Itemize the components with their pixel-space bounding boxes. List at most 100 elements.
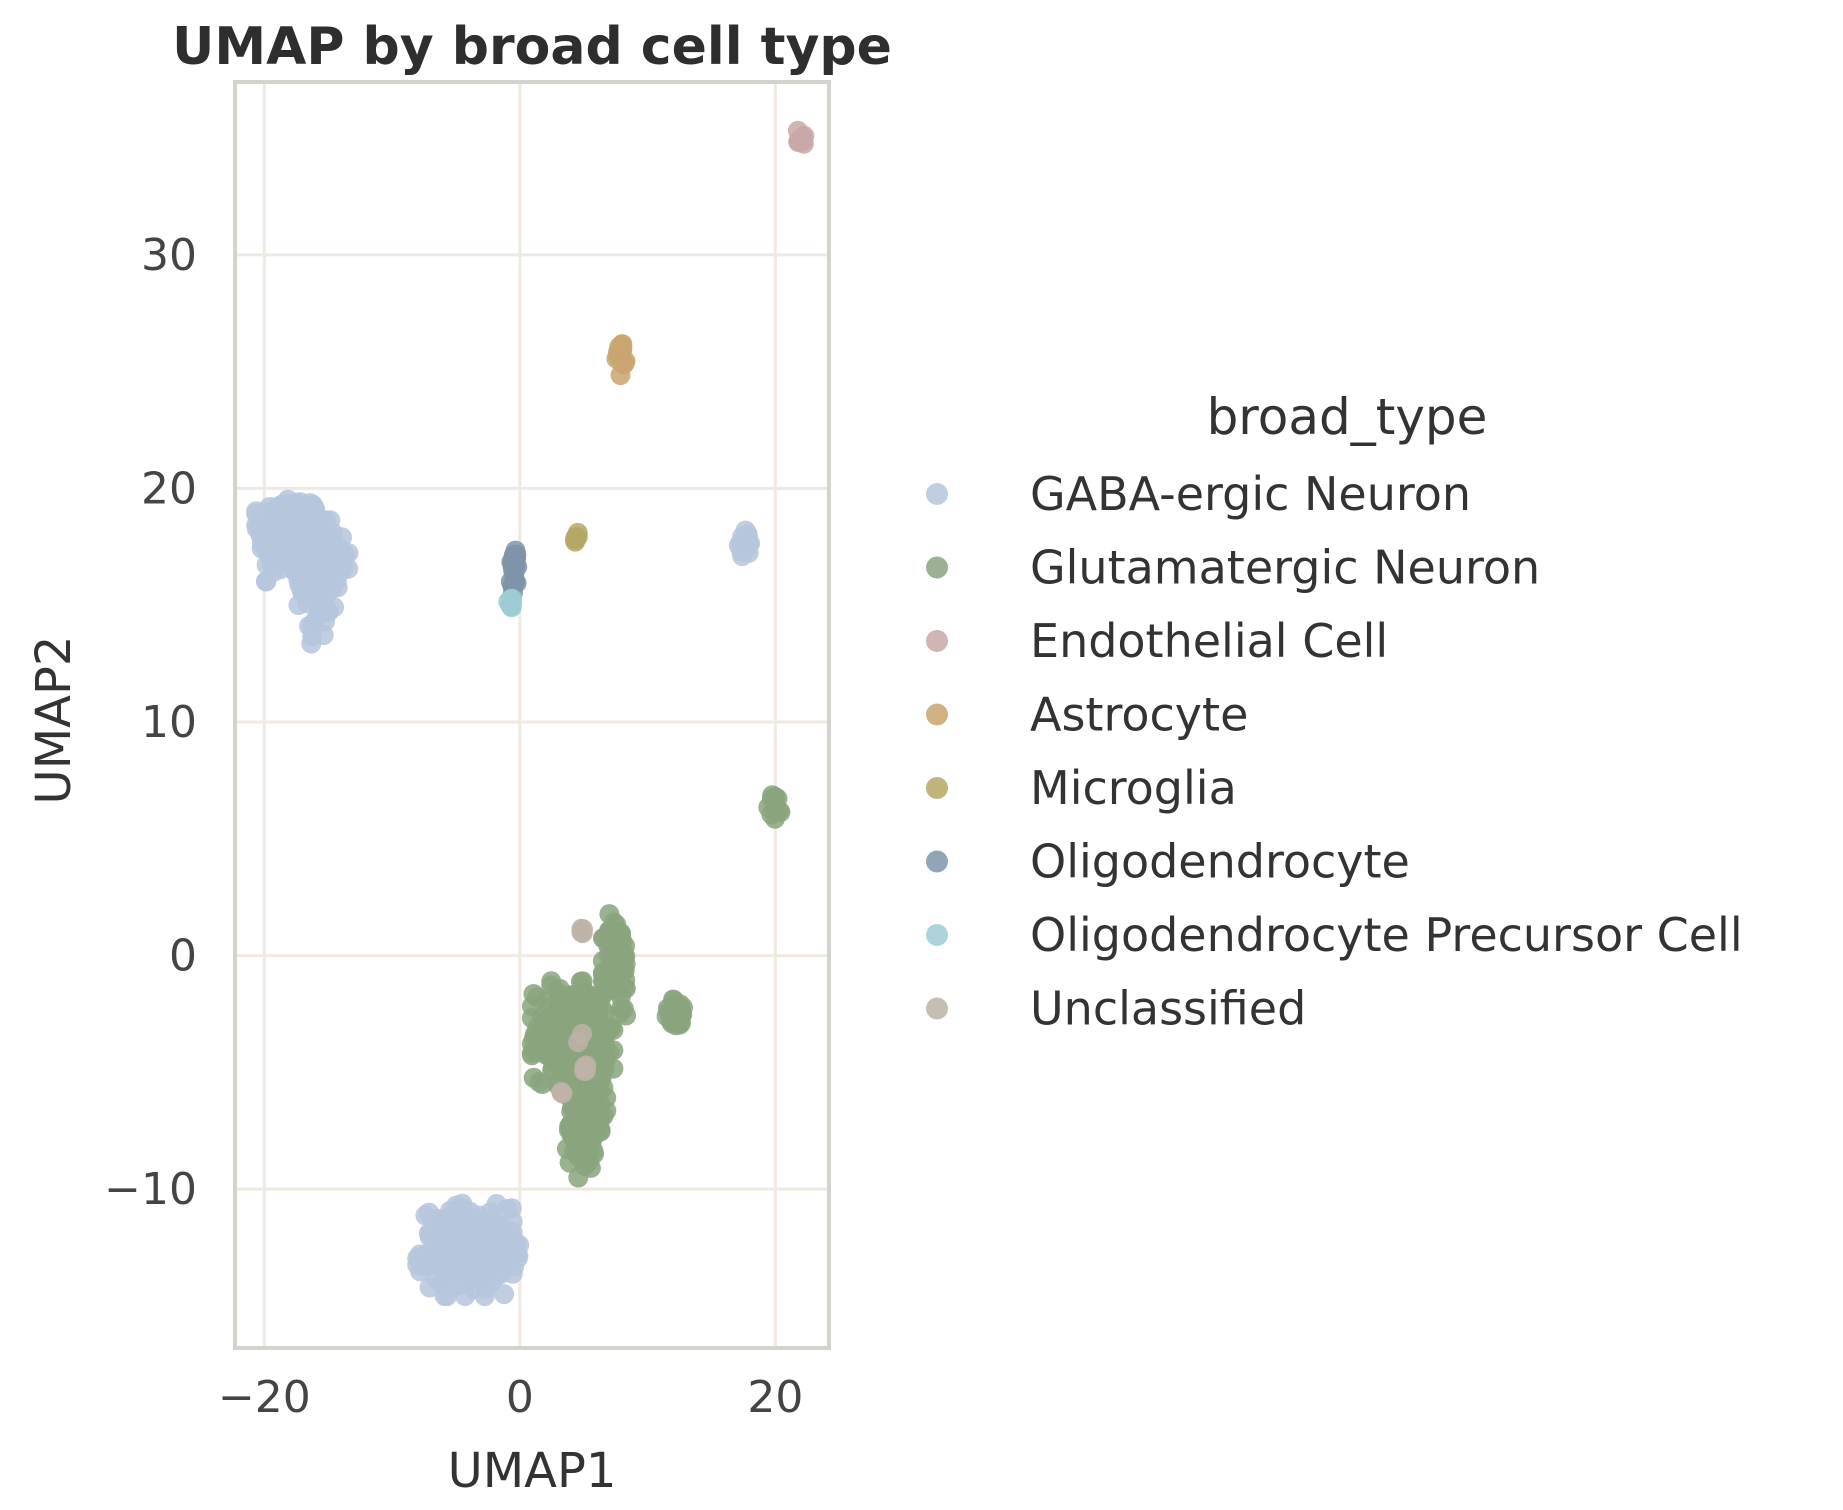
- x-tick-label: −20: [218, 1372, 311, 1423]
- legend-label: Microglia: [1030, 761, 1237, 815]
- scatter-point: [425, 1217, 446, 1238]
- scatter-point: [732, 526, 753, 547]
- y-axis-label: UMAP2: [26, 636, 82, 805]
- legend-label: Endothelial Cell: [1030, 614, 1388, 668]
- scatter-point: [434, 1274, 455, 1295]
- legend-label: GABA-ergic Neuron: [1030, 467, 1471, 521]
- grid-lines: [235, 82, 829, 1348]
- scatter-point: [599, 904, 620, 925]
- scatter-point: [586, 1035, 607, 1056]
- scatter-point: [550, 1033, 571, 1054]
- plot-background: [235, 82, 829, 1348]
- scatter-point: [315, 611, 336, 632]
- legend-label: Unclassified: [1030, 982, 1306, 1036]
- scatter-point: [486, 1194, 507, 1214]
- legend-marker: [926, 483, 948, 505]
- scatter-point: [609, 336, 630, 357]
- scatter-points: [246, 120, 815, 1307]
- legend-label: Oligodendrocyte: [1030, 835, 1410, 889]
- series-microglia: [565, 522, 588, 552]
- scatter-point: [787, 120, 808, 141]
- plot-frame: [233, 80, 831, 1350]
- scatter-point: [580, 1157, 601, 1178]
- scatter-point: [572, 1023, 593, 1044]
- scatter-point: [732, 546, 753, 567]
- scatter-point: [502, 592, 523, 613]
- scatter-point: [301, 633, 322, 654]
- scatter-point: [590, 1120, 611, 1140]
- series-oligodendrocyte-precursor-cell: [498, 588, 523, 618]
- x-tick-label: 20: [747, 1372, 803, 1423]
- legend-marker: [926, 556, 948, 579]
- series-unclassified: [551, 918, 597, 1104]
- scatter-point: [551, 1082, 572, 1103]
- legend-label: Oligodendrocyte Precursor Cell: [1030, 908, 1743, 962]
- scatter-point: [503, 546, 524, 567]
- legend-marker: [926, 924, 948, 946]
- y-tick-label: 10: [141, 697, 197, 748]
- legend: broad_type GABA-ergic Neuron Glutamatergi…: [926, 388, 1743, 1036]
- scatter-point: [565, 529, 585, 550]
- scatter-point: [486, 1236, 507, 1257]
- scatter-point: [282, 494, 303, 515]
- scatter-point: [542, 1049, 563, 1070]
- x-tick-label: 0: [506, 1372, 534, 1423]
- scatter-point: [559, 1152, 580, 1173]
- scatter-point: [470, 1219, 491, 1240]
- scatter-point: [280, 509, 300, 530]
- scatter-point: [541, 971, 562, 992]
- scatter-point: [296, 566, 316, 587]
- scatter-point: [577, 1088, 598, 1109]
- legend-marker: [926, 703, 948, 726]
- y-tick-label: 30: [141, 230, 197, 281]
- legend-marker: [926, 997, 948, 1020]
- x-axis-label: UMAP1: [448, 1443, 617, 1499]
- scatter-point: [463, 1279, 484, 1300]
- legend-marker: [926, 777, 948, 799]
- scatter-point: [586, 990, 607, 1010]
- scatter-point: [251, 538, 272, 559]
- scatter-point: [521, 1033, 542, 1054]
- scatter-point: [331, 561, 352, 581]
- chart-title: UMAP by broad cell type: [172, 17, 892, 77]
- scatter-point: [761, 804, 782, 825]
- scatter-point: [539, 997, 560, 1018]
- scatter-point: [504, 1256, 525, 1277]
- scatter-point: [603, 974, 624, 995]
- series-endothelial-cell: [787, 120, 815, 154]
- legend-label: Astrocyte: [1030, 688, 1248, 742]
- scatter-point: [328, 536, 349, 557]
- y-tick-label: 0: [169, 931, 197, 982]
- scatter-point: [603, 1019, 624, 1040]
- scatter-point: [670, 1007, 691, 1028]
- scatter-point: [297, 586, 318, 607]
- legend-marker: [926, 850, 948, 873]
- scatter-point: [494, 1284, 515, 1305]
- scatter-point: [572, 1008, 593, 1029]
- scatter-point: [258, 517, 279, 538]
- scatter-point: [532, 1074, 553, 1094]
- scatter-point: [587, 1009, 608, 1030]
- y-tick-label: −10: [104, 1164, 197, 1215]
- scatter-point: [446, 1224, 467, 1245]
- legend-items: GABA-ergic Neuron Glutamatergic Neuron End…: [926, 467, 1743, 1036]
- axis-ticks: −20 0 20 −10 0 10 20 30: [104, 230, 803, 1423]
- legend-title: broad_type: [1207, 388, 1488, 446]
- scatter-point: [576, 1055, 597, 1076]
- scatter-point: [521, 996, 542, 1017]
- scatter-point: [608, 958, 628, 979]
- y-tick-label: 20: [141, 463, 197, 514]
- scatter-point: [611, 924, 631, 945]
- scatter-point: [299, 616, 319, 636]
- scatter-point: [482, 1257, 503, 1278]
- scatter-point: [246, 503, 267, 524]
- series-gaba-ergic-neuron: [246, 489, 761, 1307]
- legend-label: Glutamatergic Neuron: [1030, 541, 1540, 595]
- scatter-point: [255, 571, 276, 592]
- scatter-point: [432, 1248, 452, 1269]
- scatter-point: [571, 918, 592, 939]
- scatter-point: [578, 1139, 599, 1159]
- series-astrocyte: [606, 334, 636, 386]
- scatter-point: [610, 365, 631, 386]
